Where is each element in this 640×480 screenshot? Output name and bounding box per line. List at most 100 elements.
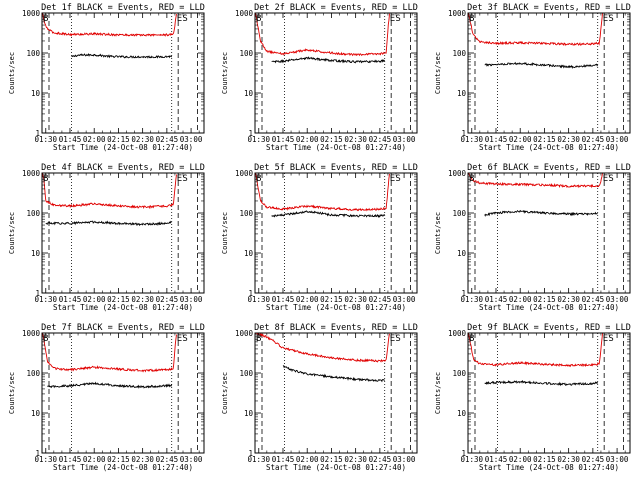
flag-annotation-s: S	[395, 14, 400, 24]
flag-annotation-s: S	[608, 174, 613, 184]
x-tick-label: 02:00	[83, 455, 106, 464]
y-tick-label: 100	[239, 209, 253, 218]
plot-frame	[254, 12, 418, 134]
x-tick-label: 01:45	[59, 455, 82, 464]
series-lld-line	[42, 172, 177, 209]
series-events-line	[45, 220, 172, 227]
x-axis-label: Start Time (24-Oct-08 01:27:40)	[53, 303, 193, 312]
x-tick-label: 02:45	[582, 455, 605, 464]
flag-annotation-e: E	[603, 14, 608, 24]
panel-title: Det 7f BLACK = Events, RED = LLD	[41, 323, 205, 333]
y-tick-label: 10	[244, 89, 254, 98]
series-events-line	[282, 365, 385, 383]
flag-annotation-e: E	[603, 174, 608, 184]
series-lld-line	[255, 172, 390, 212]
y-axis-label: Counts/sec	[434, 372, 442, 414]
flag-annotation-s: S	[395, 174, 400, 184]
x-tick-label: 02:45	[369, 135, 392, 144]
y-tick-label: 1	[461, 449, 466, 458]
x-tick-label: 02:15	[533, 455, 556, 464]
series-events-line	[271, 210, 385, 218]
x-tick-label: 03:00	[180, 295, 203, 304]
series-lld-line	[468, 332, 603, 368]
y-tick-label: 1	[248, 129, 253, 138]
x-tick-label: 02:45	[582, 295, 605, 304]
x-tick-label: 01:30	[34, 295, 57, 304]
x-tick-label: 02:15	[320, 135, 343, 144]
x-axis-label: Start Time (24-Oct-08 01:27:40)	[266, 303, 406, 312]
x-tick-label: 01:30	[460, 295, 483, 304]
x-axis-label: Start Time (24-Oct-08 01:27:40)	[53, 143, 193, 152]
x-tick-label: 02:00	[296, 295, 319, 304]
series-lld-line	[468, 12, 603, 47]
series-lld-line	[42, 12, 177, 37]
x-tick-label: 01:45	[272, 295, 295, 304]
x-tick-label: 01:45	[59, 295, 82, 304]
y-tick-label: 1	[35, 129, 40, 138]
series-events-line	[271, 56, 385, 64]
x-tick-label: 01:45	[485, 455, 508, 464]
y-axis-label: Counts/sec	[434, 212, 442, 254]
y-tick-label: 100	[239, 49, 253, 58]
flag-annotation-e: E	[390, 334, 395, 344]
series-events-line	[71, 53, 172, 59]
y-tick-label: 1	[461, 289, 466, 298]
plot-frame	[254, 172, 418, 294]
x-tick-label: 03:00	[606, 295, 629, 304]
x-tick-label: 02:30	[344, 455, 367, 464]
y-tick-label: 1000	[448, 169, 467, 178]
plot-frame	[467, 12, 631, 134]
x-tick-label: 02:15	[320, 295, 343, 304]
panel-title: Det 1f BLACK = Events, RED = LLD	[41, 3, 205, 13]
panel-det-6f: Det 6f BLACK = Events, RED = LLD 1 10 100 10…	[434, 163, 631, 312]
x-tick-label: 02:30	[557, 455, 580, 464]
flag-annotation-b: B	[469, 334, 474, 344]
x-tick-label: 01:30	[460, 455, 483, 464]
panel-title: Det 3f BLACK = Events, RED = LLD	[467, 3, 631, 13]
y-tick-label: 10	[244, 409, 254, 418]
x-tick-label: 02:15	[320, 455, 343, 464]
series-events-line	[47, 381, 173, 389]
x-tick-label: 01:30	[34, 135, 57, 144]
plot-frame	[467, 172, 631, 294]
panel-det-5f: Det 5f BLACK = Events, RED = LLD 1 10 100 10…	[221, 163, 418, 312]
x-axis-label: Start Time (24-Oct-08 01:27:40)	[266, 143, 406, 152]
flag-annotation-e: E	[390, 174, 395, 184]
x-tick-label: 01:45	[272, 455, 295, 464]
x-tick-label: 03:00	[393, 295, 416, 304]
y-tick-label: 100	[239, 369, 253, 378]
panel-title: Det 5f BLACK = Events, RED = LLD	[254, 163, 418, 173]
y-tick-label: 1000	[448, 9, 467, 18]
series-lld-line	[468, 172, 603, 189]
x-tick-label: 03:00	[180, 135, 203, 144]
x-tick-label: 02:15	[107, 295, 130, 304]
panel-det-1f: Det 1f BLACK = Events, RED = LLD 1 10 100 10…	[8, 3, 205, 152]
y-tick-label: 100	[26, 49, 40, 58]
series-events-line	[484, 379, 599, 387]
plot-frame	[467, 332, 631, 454]
y-tick-label: 10	[457, 249, 467, 258]
x-tick-label: 02:45	[156, 295, 179, 304]
x-tick-label: 02:45	[156, 455, 179, 464]
flag-annotation-b: B	[256, 334, 261, 344]
x-tick-label: 02:00	[296, 135, 319, 144]
panel-title: Det 4f BLACK = Events, RED = LLD	[41, 163, 205, 173]
flag-annotation-s: S	[395, 334, 400, 344]
y-tick-label: 1000	[235, 329, 254, 338]
series-lld-line	[255, 332, 390, 363]
y-axis-label: Counts/sec	[221, 52, 229, 94]
y-tick-label: 100	[26, 209, 40, 218]
series-events-line	[484, 209, 598, 217]
flag-annotation-e: E	[390, 14, 395, 24]
x-tick-label: 03:00	[180, 455, 203, 464]
flag-annotation-b: B	[256, 14, 261, 24]
flag-annotation-e: E	[603, 334, 608, 344]
flag-annotation-b: B	[469, 174, 474, 184]
y-tick-label: 1000	[448, 329, 467, 338]
y-tick-label: 1	[35, 449, 40, 458]
y-axis-label: Counts/sec	[221, 212, 229, 254]
y-tick-label: 10	[457, 409, 467, 418]
flag-annotation-b: B	[43, 174, 48, 184]
y-axis-label: Counts/sec	[434, 52, 442, 94]
